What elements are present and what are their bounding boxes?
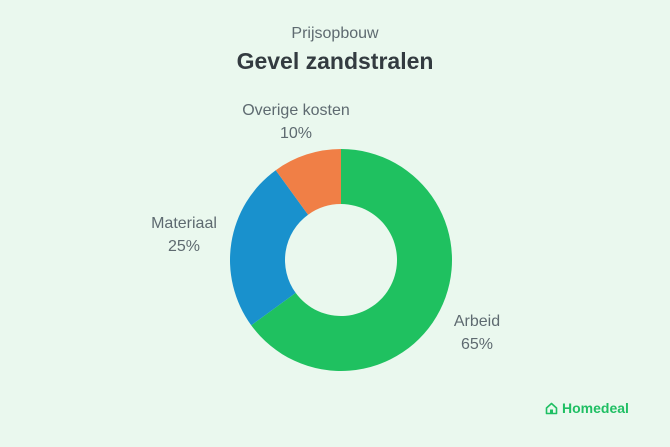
house-icon: [545, 402, 558, 415]
slice-overige-kosten: [275, 149, 341, 215]
slice-value-arbeid: 65%: [461, 336, 493, 353]
slice-label-overige-kosten: Overige kosten: [242, 102, 350, 119]
brand-name: Homedeal: [562, 400, 629, 416]
slice-label-materiaal: Materiaal: [151, 215, 217, 232]
slice-label-arbeid: Arbeid: [454, 313, 500, 330]
donut-slices: [229, 149, 452, 371]
slice-arbeid: [251, 149, 452, 371]
slice-value-materiaal: 25%: [168, 238, 200, 255]
slice-value-overige-kosten: 10%: [280, 125, 312, 142]
slice-materiaal: [229, 170, 309, 326]
chart-subtitle: Prijsopbouw: [291, 25, 379, 42]
chart-title: Gevel zandstralen: [237, 48, 434, 74]
brand-logo: Homedeal: [545, 400, 629, 416]
